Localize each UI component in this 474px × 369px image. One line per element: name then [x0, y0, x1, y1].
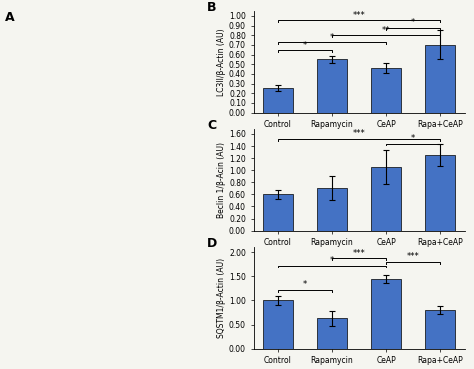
Y-axis label: SQSTM1/β-Actin (AU): SQSTM1/β-Actin (AU) — [217, 258, 226, 338]
Text: *: * — [303, 41, 307, 50]
Text: *: * — [330, 256, 334, 265]
Text: *: * — [303, 280, 307, 289]
Bar — [425, 155, 455, 231]
Text: B: B — [207, 1, 217, 14]
Bar — [317, 59, 347, 113]
Text: A: A — [5, 11, 14, 24]
Bar — [263, 89, 293, 113]
Text: **: ** — [382, 26, 390, 35]
Text: *: * — [411, 134, 415, 143]
Bar — [263, 300, 293, 349]
Bar — [371, 68, 401, 113]
Bar — [425, 45, 455, 113]
Y-axis label: Beclin 1/β-Acin (AU): Beclin 1/β-Acin (AU) — [217, 142, 226, 218]
Text: *: * — [330, 33, 334, 42]
Text: C: C — [207, 119, 216, 132]
Bar — [317, 318, 347, 349]
Y-axis label: LC3II/β-Actin (AU): LC3II/β-Actin (AU) — [217, 28, 226, 96]
Text: ***: *** — [353, 11, 365, 20]
Text: ***: *** — [407, 252, 419, 261]
Bar — [425, 310, 455, 349]
Text: ***: *** — [353, 129, 365, 138]
Bar — [263, 194, 293, 231]
Bar — [317, 188, 347, 231]
Text: D: D — [207, 237, 218, 250]
Bar — [371, 167, 401, 231]
Text: *: * — [411, 18, 415, 27]
Bar — [371, 279, 401, 349]
Text: ***: *** — [353, 249, 365, 258]
